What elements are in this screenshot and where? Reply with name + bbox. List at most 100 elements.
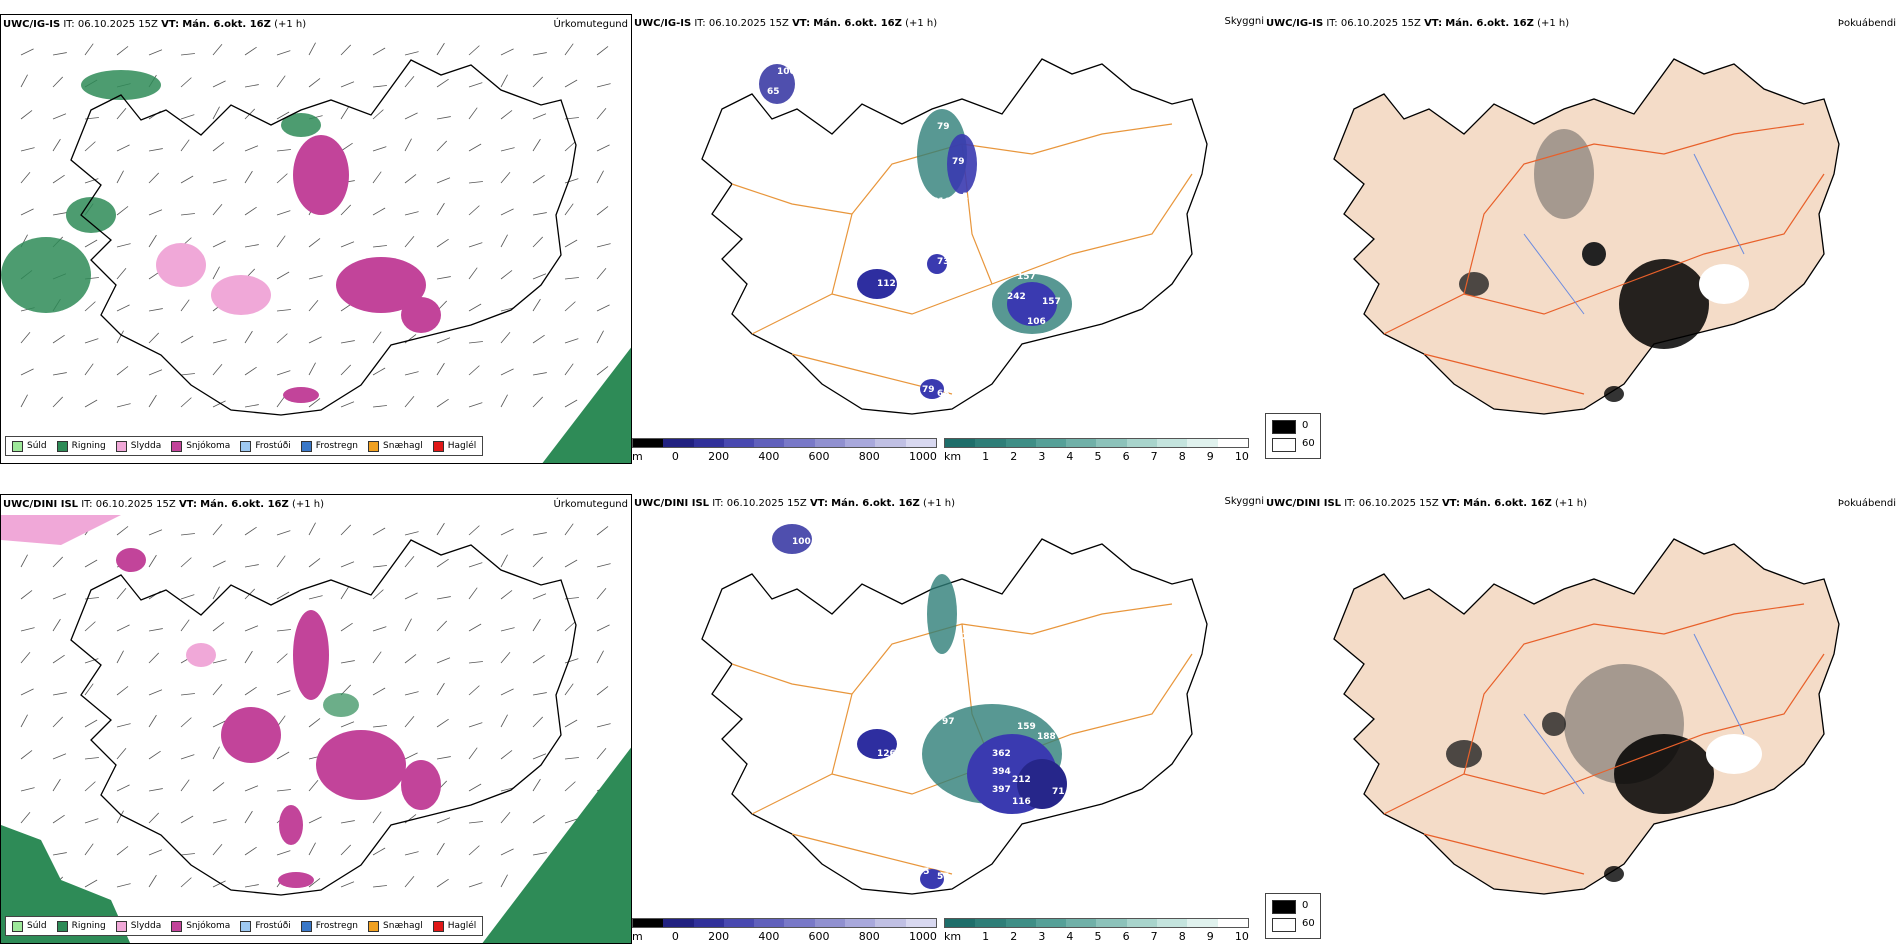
- wind-barb: [180, 779, 190, 792]
- colorbar-segment: [1005, 919, 1036, 927]
- wind-barb: [116, 624, 130, 632]
- wind-barb: [276, 530, 291, 536]
- cloud-ceiling-blobs: [759, 64, 1072, 399]
- wind-barb: [52, 138, 61, 152]
- wind-barb: [532, 236, 544, 248]
- colorbar-segment: [1187, 439, 1218, 447]
- colorbar-tick: 600: [808, 450, 830, 463]
- wind-barb: [116, 304, 130, 312]
- wind-barb: [52, 396, 64, 408]
- wind-barb: [20, 368, 34, 376]
- wind-barb: [212, 622, 225, 632]
- wind-barb: [436, 842, 445, 856]
- wind-barb: [436, 42, 445, 56]
- wind-barb: [84, 879, 98, 888]
- wind-barb: [500, 147, 515, 152]
- colorbar-segment: [1126, 439, 1158, 447]
- wind-barb: [276, 111, 290, 120]
- colorbar-tick: 10: [1234, 450, 1249, 463]
- colorbar-tick: 400: [758, 450, 780, 463]
- wind-barb: [372, 171, 382, 184]
- wind-barb: [116, 588, 127, 600]
- wind-barb: [372, 651, 382, 664]
- wind-barb: [20, 787, 35, 792]
- wind-barb: [308, 238, 321, 248]
- wind-barb: [404, 716, 415, 728]
- fog-shading: [1459, 129, 1749, 402]
- wind-barb: [564, 301, 576, 312]
- wind-barb: [212, 339, 227, 344]
- wind-barb: [116, 170, 124, 184]
- wind-barb: [116, 46, 129, 56]
- wind-barb: [276, 50, 291, 56]
- precip-type-label: Úrkomutegund: [553, 19, 628, 30]
- wind-barb: [148, 750, 161, 760]
- wind-barb: [468, 623, 482, 632]
- wind-barb: [52, 372, 67, 376]
- wind-barb: [532, 692, 547, 696]
- wind-barb: [180, 299, 190, 312]
- wind-barb: [532, 618, 541, 632]
- legend-item: Rigning: [56, 920, 106, 932]
- wind-barb: [20, 48, 34, 56]
- colorbar-tick: 3: [1038, 930, 1046, 943]
- wind-barb: [20, 688, 34, 696]
- fog-legend-label: 60: [1302, 438, 1315, 449]
- legend-item: Snæhagl: [368, 440, 423, 452]
- wind-barb: [468, 587, 478, 600]
- colorbar-tick: 1000: [908, 450, 937, 463]
- wind-barb: [596, 526, 609, 536]
- wind-barb: [532, 52, 547, 56]
- wind-barb: [148, 369, 163, 376]
- wind-barb: [116, 206, 129, 216]
- colorbar-tick: 1000: [908, 930, 937, 943]
- wind-barb: [180, 877, 192, 888]
- fog-legend-swatch: [1272, 900, 1296, 914]
- wind-barb: [532, 396, 544, 408]
- wind-barb: [404, 691, 419, 696]
- wind-barb: [596, 243, 611, 248]
- wind-barb: [84, 757, 99, 760]
- wind-barb: [148, 554, 157, 568]
- wind-barb: [244, 785, 259, 792]
- legend-item: Snæhagl: [368, 920, 423, 932]
- wind-barb: [500, 750, 513, 760]
- wind-barb: [436, 682, 445, 696]
- colorbar-segment: [845, 919, 876, 927]
- wind-barb: [52, 753, 67, 760]
- wind-barb: [404, 51, 419, 56]
- cloud-base-label: 79: [937, 122, 950, 132]
- wind-barb: [84, 141, 96, 152]
- wind-barb: [436, 718, 449, 728]
- wind-barb: [468, 402, 483, 408]
- fog-panel-1: UWC/IG-IS IT: 06.10.2025 15Z VT: Mán. 6.…: [1264, 14, 1900, 464]
- precip-map: [1, 42, 631, 463]
- wind-barb: [564, 818, 579, 824]
- wind-barb: [468, 783, 482, 792]
- fog-map: [1333, 538, 1840, 895]
- wind-barb: [532, 654, 545, 664]
- wind-barb: [372, 109, 384, 120]
- wind-barb: [276, 751, 290, 760]
- wind-barb: [596, 108, 607, 120]
- colorbar-segment: [875, 919, 906, 927]
- wind-barb: [276, 395, 286, 408]
- wind-barb: [404, 371, 419, 376]
- colorbar-tick: 400: [758, 930, 780, 943]
- wind-barb: [596, 83, 611, 88]
- colorbar-tick: 10: [1234, 930, 1249, 943]
- wind-barb: [20, 172, 31, 184]
- wind-barb: [532, 716, 544, 728]
- ceiling-unit: m: [632, 930, 643, 943]
- fog-map: [1333, 58, 1840, 415]
- wind-barb: [372, 331, 382, 344]
- wind-barb: [500, 528, 514, 536]
- legend-item: Snjókoma: [171, 920, 230, 932]
- wind-barb: [500, 368, 514, 376]
- wind-barb: [20, 394, 28, 408]
- wind-barb: [212, 106, 220, 120]
- wind-barb: [500, 48, 514, 56]
- wind-barb: [180, 619, 190, 632]
- wind-barb: [116, 650, 124, 664]
